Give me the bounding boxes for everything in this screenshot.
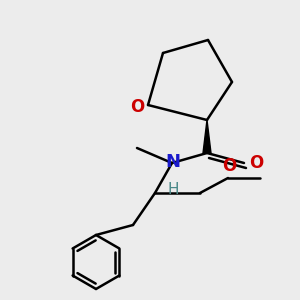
Polygon shape: [203, 120, 211, 153]
Text: H: H: [167, 182, 179, 196]
Text: O: O: [222, 157, 236, 175]
Text: N: N: [166, 153, 181, 171]
Text: O: O: [249, 154, 263, 172]
Text: O: O: [130, 98, 144, 116]
